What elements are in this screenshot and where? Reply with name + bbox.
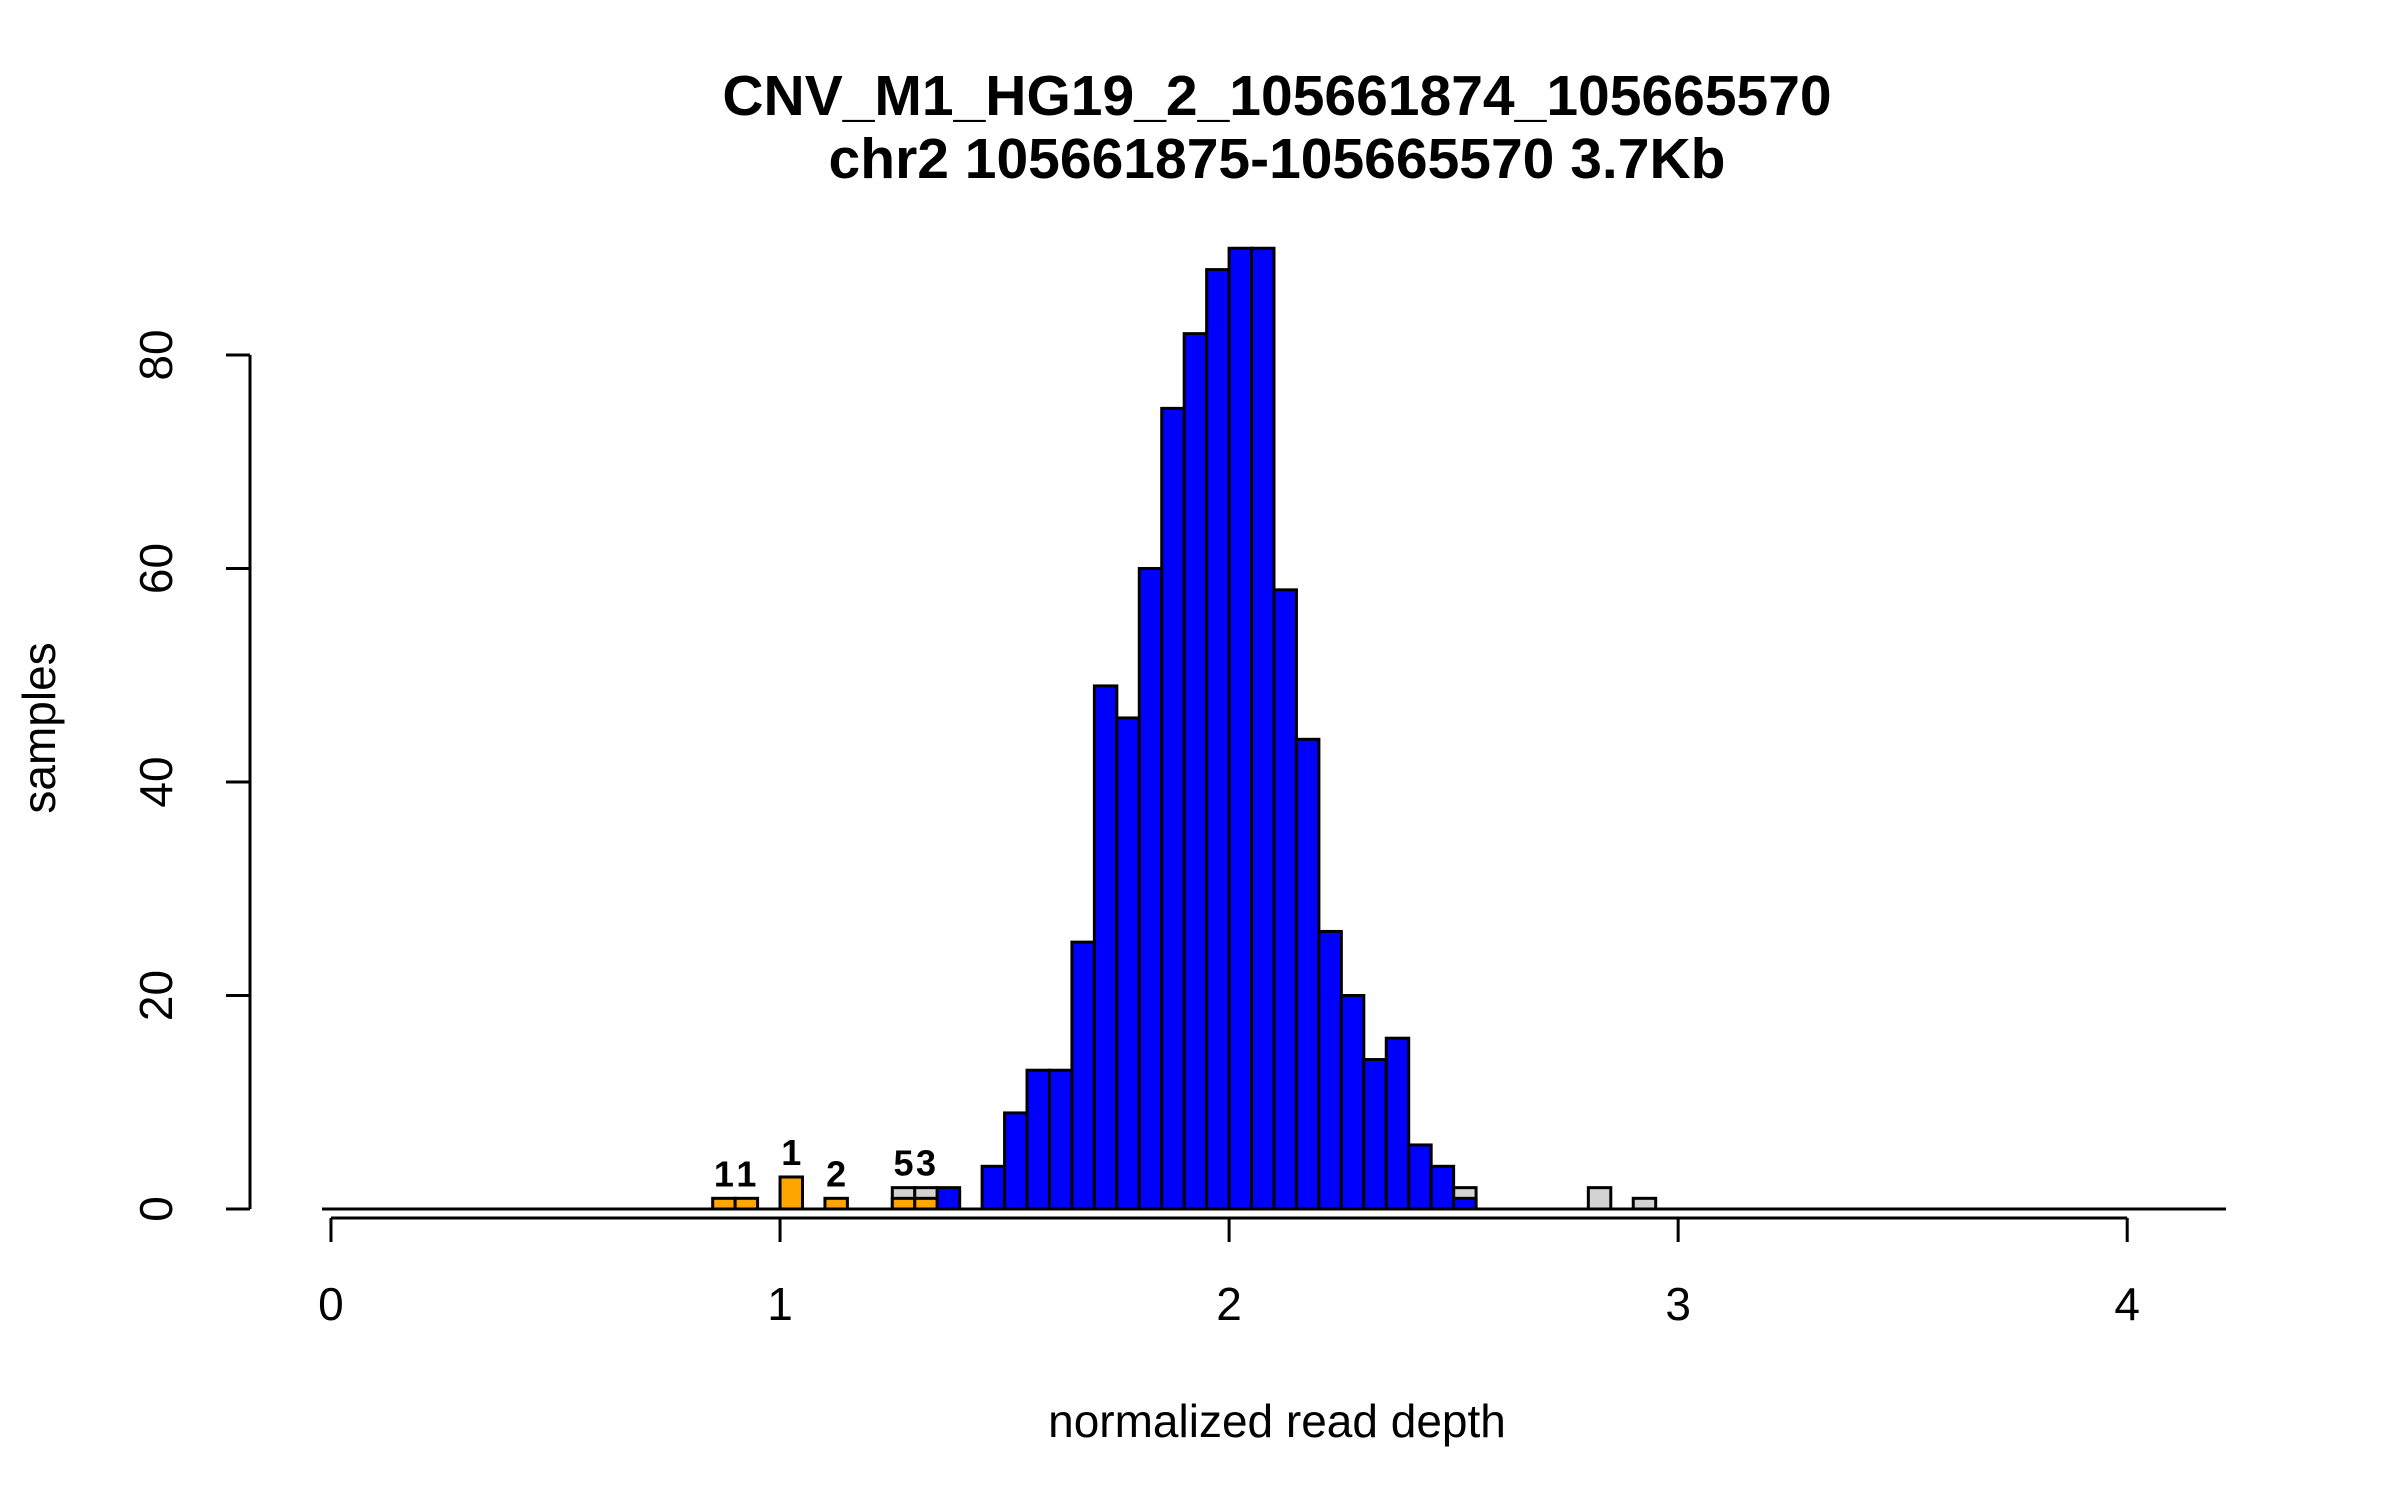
blue-bar-18	[1362, 1058, 1388, 1211]
blue-bar-15	[1294, 737, 1321, 1211]
y-axis-label: samples	[13, 642, 65, 813]
y-tick-label: 80	[130, 329, 182, 380]
orange-series	[711, 1175, 939, 1211]
blue-bar-7	[1115, 716, 1141, 1211]
blue-bar-11	[1205, 268, 1231, 1211]
orange-bar-2	[778, 1175, 804, 1211]
orange-bar-5	[913, 1196, 939, 1211]
bar-count-label: 1	[781, 1132, 801, 1173]
y-axis: 0 20 40 60 80	[130, 329, 252, 1222]
x-tick-label: 4	[2114, 1278, 2140, 1330]
blue-bar-10	[1182, 332, 1209, 1211]
blue-bar-19	[1384, 1036, 1411, 1211]
blue-bar-2	[1003, 1111, 1029, 1211]
bar-count-labels: 1 112 5 3	[714, 1132, 936, 1194]
chart-title: CNV_M1_HG19_2_105661874_105665570	[722, 64, 1831, 128]
bar-count-label: 2	[826, 1153, 846, 1194]
gray-bar-3	[1586, 1186, 1613, 1211]
y-tick-label: 0	[130, 1196, 182, 1222]
blue-bar-5	[1070, 940, 1096, 1211]
blue-bar-9	[1160, 406, 1186, 1211]
x-axis: 0 1 2 3 4	[318, 1216, 2140, 1330]
y-tick-label: 20	[130, 970, 182, 1021]
bar-count-label: 1	[714, 1153, 734, 1194]
orange-bar-0	[711, 1196, 737, 1211]
blue-bar-21	[1429, 1164, 1456, 1211]
y-tick-label: 60	[130, 543, 182, 594]
blue-series	[935, 246, 1478, 1211]
blue-bar-3	[1025, 1068, 1051, 1211]
blue-bar-4	[1047, 1068, 1074, 1211]
orange-bar-3	[823, 1196, 849, 1211]
chart-subtitle: chr2 105661875-105665570 3.7Kb	[829, 127, 1726, 191]
x-tick-label: 0	[318, 1278, 344, 1330]
blue-bar-8	[1137, 567, 1164, 1211]
blue-bar-17	[1339, 994, 1366, 1211]
x-tick-label: 2	[1216, 1278, 1242, 1330]
gray-bar-4	[1631, 1196, 1658, 1211]
x-axis-label: normalized read depth	[1048, 1395, 1506, 1447]
y-tick-label: 40	[130, 756, 182, 807]
orange-bar-1	[733, 1196, 760, 1211]
blue-bar-0	[935, 1186, 962, 1211]
blue-bar-6	[1092, 684, 1119, 1211]
blue-bar-1	[980, 1164, 1007, 1211]
blue-bar-12	[1227, 246, 1254, 1211]
x-tick-label: 3	[1665, 1278, 1691, 1330]
blue-bar-13	[1250, 246, 1276, 1211]
x-tick-label: 1	[767, 1278, 793, 1330]
bar-count-label: 1	[736, 1153, 756, 1194]
orange-bar-4	[890, 1196, 917, 1211]
blue-bar-14	[1272, 588, 1298, 1211]
blue-bar-20	[1407, 1143, 1433, 1211]
bar-count-label: 5	[894, 1143, 914, 1184]
blue-bar-22	[1452, 1196, 1478, 1211]
blue-bar-16	[1317, 929, 1343, 1211]
bar-count-label: 3	[916, 1143, 936, 1184]
